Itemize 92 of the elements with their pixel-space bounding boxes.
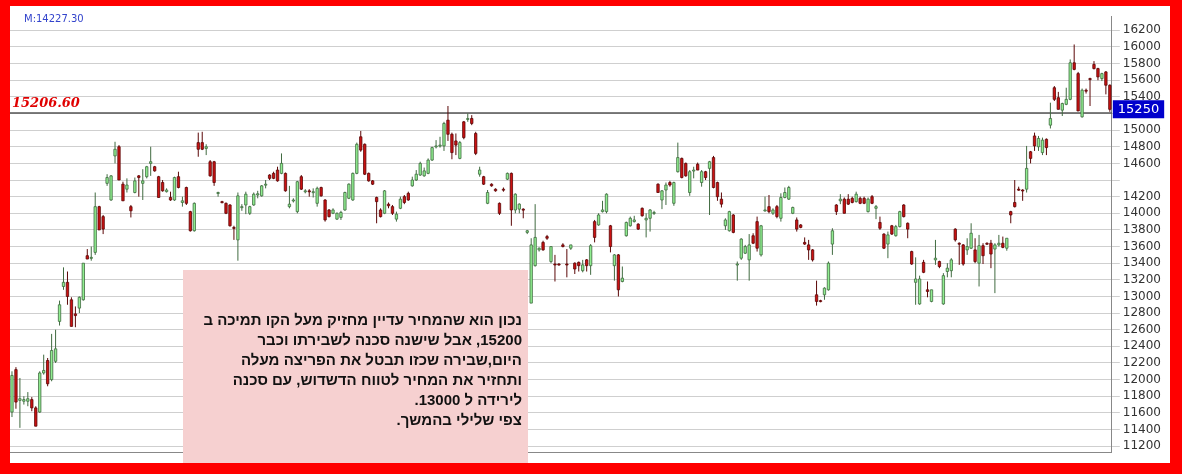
candlestick xyxy=(1013,179,1017,208)
y-tick-label: 15000 xyxy=(1122,122,1162,137)
candlestick xyxy=(46,357,50,387)
candlestick xyxy=(763,196,767,213)
candlestick xyxy=(196,132,200,158)
y-tick-label: 13200 xyxy=(1122,271,1162,286)
candlestick xyxy=(735,261,739,282)
y-tick-label: 12600 xyxy=(1122,321,1162,336)
candlestick xyxy=(593,219,597,243)
y-tick-label: 15800 xyxy=(1122,55,1162,70)
candlestick xyxy=(216,191,220,198)
y-tick-label: 16000 xyxy=(1122,39,1162,54)
y-tick-label: 11200 xyxy=(1122,438,1162,453)
candlestick xyxy=(878,216,882,231)
candlestick xyxy=(688,169,692,197)
y-tick-label: 13800 xyxy=(1122,222,1162,237)
annotation: M:14227.30 xyxy=(24,12,84,24)
candlestick xyxy=(141,168,145,201)
candlestick xyxy=(608,224,613,253)
candlestick xyxy=(323,198,327,223)
candlestick xyxy=(315,186,319,208)
candlestick xyxy=(648,208,652,233)
candlestick xyxy=(125,177,129,193)
candlestick xyxy=(807,239,811,261)
candlestick xyxy=(1025,145,1029,193)
candlestick xyxy=(977,234,981,287)
candlestick xyxy=(474,131,478,156)
candlestick xyxy=(973,237,977,264)
candlestick xyxy=(644,212,648,238)
candlestick xyxy=(767,194,771,214)
candlestick xyxy=(981,242,985,265)
candlestick xyxy=(1048,102,1052,129)
y-tick-label: 13600 xyxy=(1122,238,1162,253)
y-tick-label: 14000 xyxy=(1122,205,1162,220)
candlestick xyxy=(18,377,22,429)
candlestick xyxy=(739,237,743,261)
y-tick-label: 12200 xyxy=(1122,355,1162,370)
candlestick xyxy=(1088,77,1092,107)
candlestick xyxy=(232,225,236,241)
candlestick xyxy=(375,196,379,224)
ref-line-label: 15206.60 xyxy=(12,94,80,110)
candlestick xyxy=(513,192,517,214)
y-tick-label: 12800 xyxy=(1122,305,1162,320)
note-panel: נכון הוא שהמחיר עדיין מחזיק מעל הקו תמיכה ב 15200, אבל שישנה סכנה לשבירתו וכבר היום,שבירה שכזו תבטל את הפריצה מעלה ותחזיר את המחיר לטווח הדשדוש, עם סכנה לירידה ל 13000. צפי שלילי בהמשך. xyxy=(183,270,528,463)
candlestick xyxy=(747,233,751,282)
y-tick-label: 12400 xyxy=(1122,338,1162,353)
candlestick xyxy=(779,192,783,223)
candlestick xyxy=(961,243,965,267)
candlestick xyxy=(1072,43,1076,71)
candlestick xyxy=(949,257,953,278)
candlestick xyxy=(113,141,117,164)
y-tick-label: 13000 xyxy=(1122,288,1162,303)
candlestick xyxy=(97,205,101,231)
candlestick xyxy=(672,181,676,207)
candlestick xyxy=(874,204,878,220)
y-tick-label: 16200 xyxy=(1122,22,1162,37)
candlestick xyxy=(589,243,593,276)
candlestick xyxy=(228,203,232,228)
y-tick-label: 15400 xyxy=(1122,88,1162,103)
y-tick-label: 14600 xyxy=(1122,155,1162,170)
candlestick xyxy=(244,191,248,215)
candlestick xyxy=(137,174,141,198)
text: 15250 xyxy=(1117,100,1160,116)
candlestick xyxy=(664,182,668,206)
candlestick xyxy=(442,121,446,152)
candlestick xyxy=(454,132,458,156)
candlestick xyxy=(121,181,125,202)
candlestick xyxy=(914,256,918,306)
y-tick-label: 11400 xyxy=(1122,421,1162,436)
candlestick xyxy=(933,239,938,266)
candlestick xyxy=(676,142,680,174)
y-tick-label: 11600 xyxy=(1122,405,1162,420)
y-tick-label: 13400 xyxy=(1122,255,1162,270)
y-tick-label: 15600 xyxy=(1122,72,1162,87)
candlestick xyxy=(612,253,617,282)
candlestick xyxy=(61,266,66,291)
candlestick xyxy=(212,160,216,187)
candlestick xyxy=(830,227,834,256)
candlestick xyxy=(57,300,62,327)
candlestick xyxy=(989,239,993,269)
y-tick-label: 14200 xyxy=(1122,188,1162,203)
y-tick-label: 12000 xyxy=(1122,371,1162,386)
candlestick xyxy=(957,241,961,266)
y-tick-label: 11800 xyxy=(1122,388,1162,403)
candlestick xyxy=(565,248,569,278)
candlestick xyxy=(886,231,890,259)
y-tick-label: 14800 xyxy=(1122,138,1162,153)
candlestick xyxy=(652,210,656,216)
candlestick xyxy=(65,271,70,306)
candlestick xyxy=(129,204,133,218)
candlestick xyxy=(553,254,557,282)
candlestick xyxy=(149,146,153,177)
